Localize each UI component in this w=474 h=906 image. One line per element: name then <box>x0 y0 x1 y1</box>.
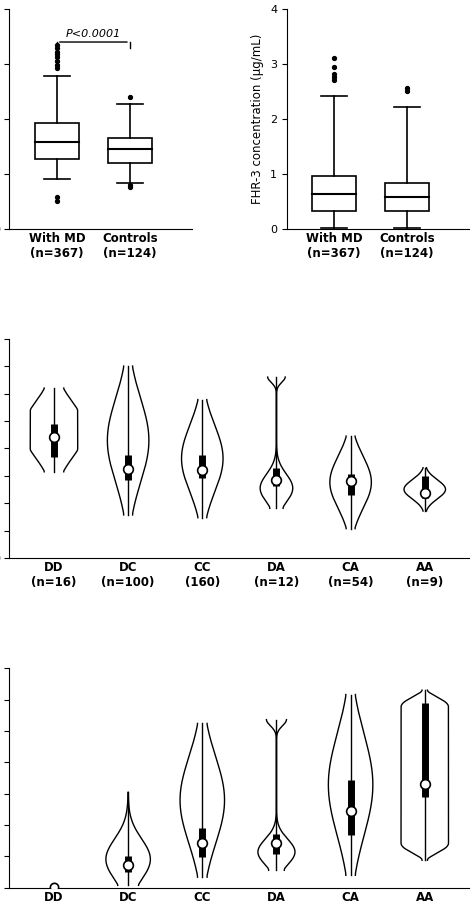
Bar <box>35 123 79 159</box>
Bar <box>108 138 152 163</box>
Text: P<0.0001: P<0.0001 <box>66 29 121 39</box>
Y-axis label: FHR-3 concentration (µg/mL): FHR-3 concentration (µg/mL) <box>251 34 264 204</box>
Bar <box>312 176 356 210</box>
Bar <box>385 183 429 210</box>
